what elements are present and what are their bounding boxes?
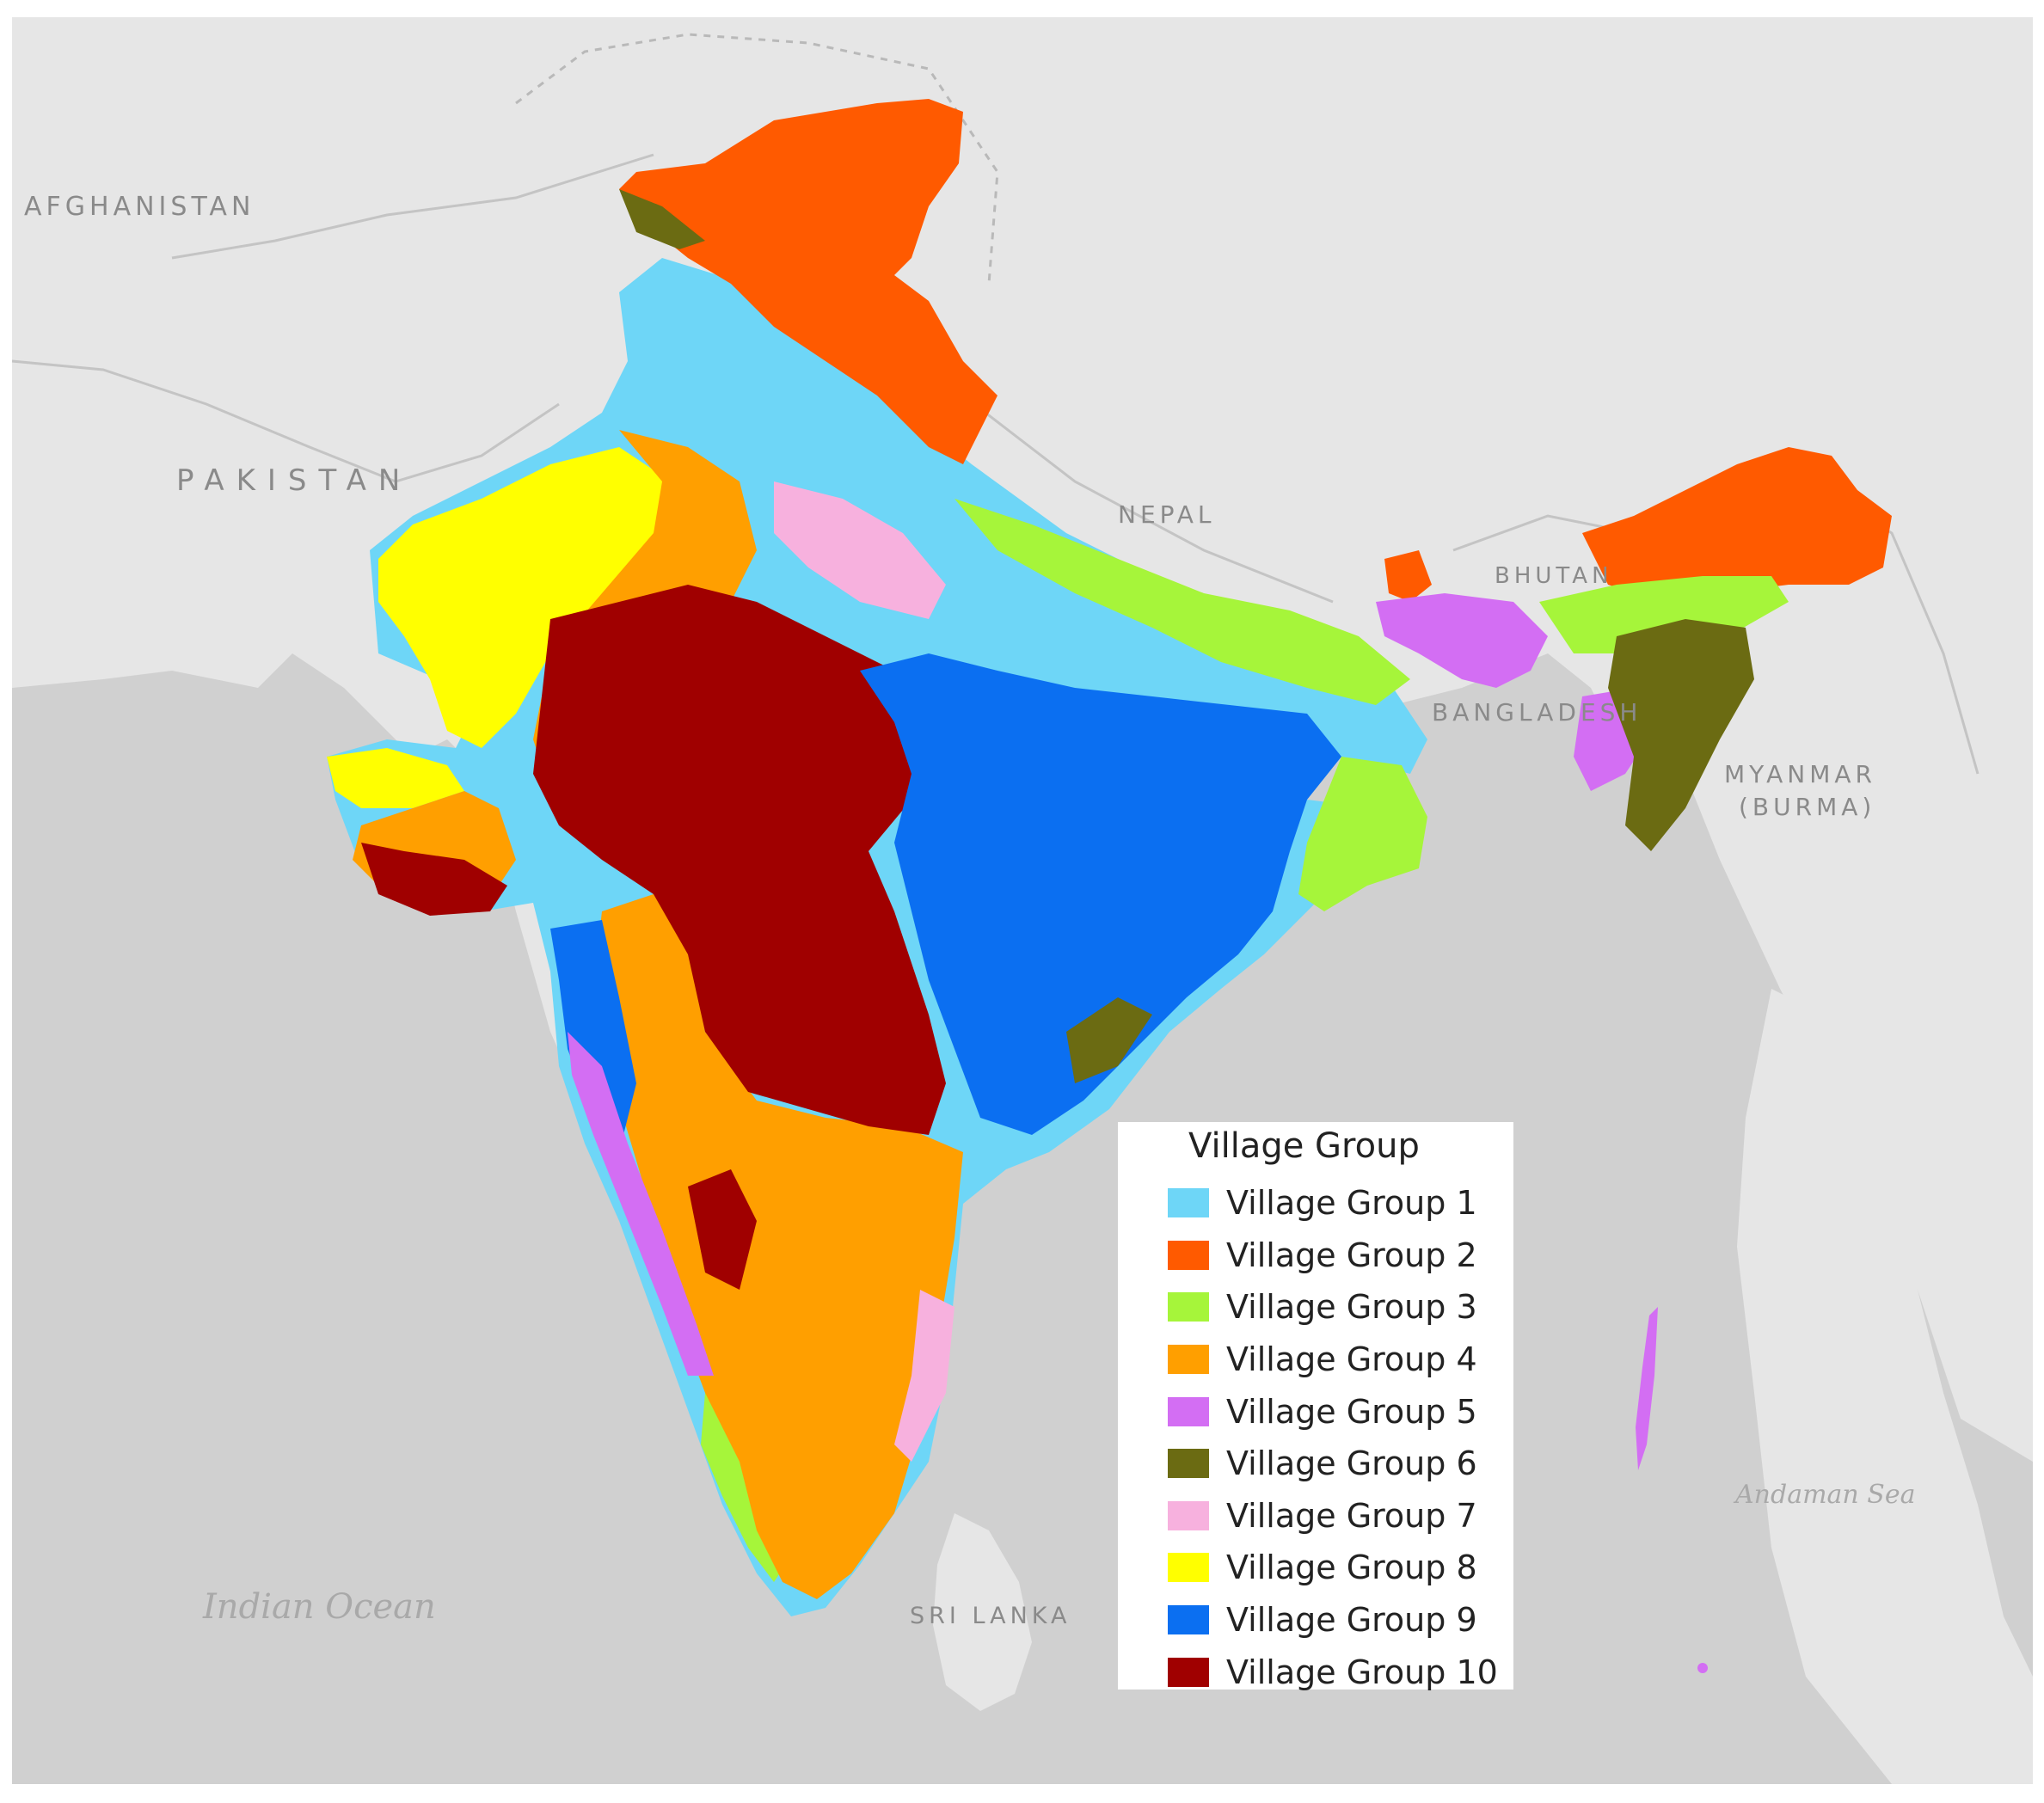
region-group-2-north (619, 99, 997, 464)
region-group-4-deccan (593, 894, 963, 1599)
label-burma: (BURMA) (1739, 793, 1875, 821)
label-bhutan: BHUTAN (1495, 563, 1613, 589)
region-group-6-hills (619, 189, 705, 249)
landmass-southeast (1737, 989, 2033, 1784)
legend-label: Village Group 2 (1226, 1236, 1477, 1274)
legend-swatch (1168, 1345, 1209, 1375)
legend-label: Village Group 4 (1226, 1340, 1477, 1379)
label-pakistan: PAKISTAN (176, 463, 412, 498)
region-group-2-sikkim (1384, 550, 1432, 602)
region-group-3-plains (954, 499, 1410, 705)
legend-swatch (1168, 1292, 1209, 1322)
legend-swatch (1168, 1657, 1209, 1687)
legend-title: Village Group (1188, 1126, 1420, 1166)
legend-label: Village Group 3 (1226, 1288, 1477, 1327)
legend-swatch (1168, 1449, 1209, 1479)
legend-label: Village Group 6 (1226, 1444, 1477, 1483)
region-group-3-east (1298, 757, 1427, 911)
region-group-9-east (860, 653, 1341, 1135)
legend-label: Village Group 8 (1226, 1548, 1477, 1587)
legend-swatch (1168, 1188, 1209, 1218)
legend-swatch (1168, 1500, 1209, 1530)
legend-item-group-10: Village Group 10 (1168, 1646, 1513, 1698)
region-group-7-south (894, 1290, 954, 1462)
region-group-7-plains (774, 481, 946, 619)
region-group-2-northeast (1582, 447, 1892, 602)
label-afghanistan: AFGHANISTAN (24, 192, 255, 222)
region-group-6-northeast (1608, 619, 1754, 851)
legend-item-group-6: Village Group 6 (1168, 1438, 1513, 1490)
region-group-8-kutch (327, 748, 464, 808)
legend-label: Village Group 5 (1226, 1392, 1477, 1431)
region-group-8-west (378, 447, 671, 748)
legend-item-group-2: Village Group 2 (1168, 1230, 1513, 1282)
legend-item-group-7: Village Group 7 (1168, 1490, 1513, 1542)
region-group-10-gujarat (361, 843, 507, 916)
legend: Village Group Village Group 1 Village Gro… (1118, 1122, 1513, 1691)
landmass-sri-lanka (933, 1513, 1032, 1711)
label-myanmar: MYANMAR (1724, 760, 1876, 788)
legend-label: Village Group 7 (1226, 1496, 1477, 1535)
region-group-6-east-coast (1066, 997, 1152, 1083)
legend-label: Village Group 1 (1226, 1184, 1477, 1223)
region-group-10-central (533, 585, 946, 1135)
legend-item-group-9: Village Group 9 (1168, 1594, 1513, 1647)
label-bangladesh: BANGLADESH (1432, 698, 1642, 727)
legend-label: Village Group 10 (1226, 1653, 1498, 1691)
region-group-5-northeast (1376, 593, 1548, 688)
legend-item-group-1: Village Group 1 (1168, 1177, 1513, 1230)
region-group-5-andaman (1636, 1307, 1658, 1470)
region-group-5-nicobar (1697, 1663, 1708, 1673)
legend-swatch (1168, 1605, 1209, 1635)
label-andaman-sea: Andaman Sea (1733, 1480, 1915, 1510)
legend-item-group-3: Village Group 3 (1168, 1281, 1513, 1334)
legend-item-group-5: Village Group 5 (1168, 1385, 1513, 1438)
disputed-border (515, 33, 999, 285)
label-nepal: NEPAL (1118, 500, 1215, 529)
region-group-5-west-coast (568, 1032, 714, 1376)
legend-item-group-8: Village Group 8 (1168, 1542, 1513, 1594)
label-sri-lanka: SRI LANKA (910, 1603, 1071, 1629)
legend-list: Village Group 1 Village Group 2 Village Gr… (1168, 1177, 1513, 1698)
legend-swatch (1168, 1240, 1209, 1270)
legend-item-group-4: Village Group 4 (1168, 1334, 1513, 1386)
legend-label: Village Group 9 (1226, 1601, 1477, 1640)
label-indian-ocean: Indian Ocean (202, 1587, 436, 1627)
legend-swatch (1168, 1553, 1209, 1583)
region-group-10-south (688, 1169, 757, 1290)
region-group-9-west-coast (550, 920, 636, 1152)
legend-swatch (1168, 1396, 1209, 1426)
